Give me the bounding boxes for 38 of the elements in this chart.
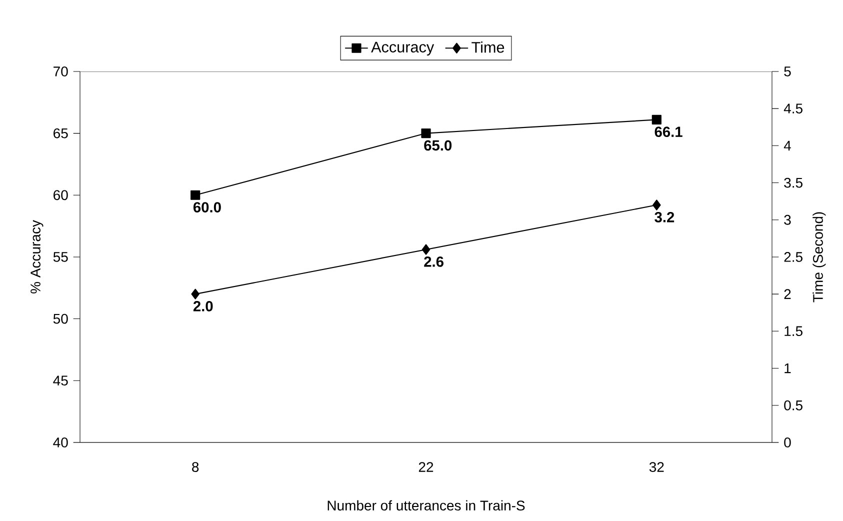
y2-tick-label: 1 <box>784 363 791 374</box>
y2-tick-label: 4.5 <box>784 104 802 114</box>
point <box>421 128 431 138</box>
x-tick-label: 22 <box>418 462 434 472</box>
y2-axis-title: Time (Second) <box>812 212 826 302</box>
y2-tick-label: 3.5 <box>784 178 802 188</box>
y-tick-label: 40 <box>53 438 68 448</box>
legend-label: Time <box>472 42 504 53</box>
x-tick-label: 8 <box>192 462 199 472</box>
x-axis-title: Number of utterances in Train-S <box>328 500 525 511</box>
y2-tick-label: 5 <box>784 66 791 76</box>
y-tick-label: 55 <box>53 252 68 262</box>
point <box>652 200 661 210</box>
y2-tick-label: 2.5 <box>784 252 802 262</box>
y2-tick-label: 0.5 <box>784 400 802 410</box>
point <box>191 288 200 300</box>
point <box>190 190 200 200</box>
y-tick-label: 60 <box>54 190 68 200</box>
x-tick-label: 32 <box>649 462 664 472</box>
y-tick-label: 45 <box>53 376 68 386</box>
point <box>422 244 430 255</box>
y2-tick-label: 1.5 <box>784 326 802 336</box>
point <box>652 114 662 124</box>
y2-tick-label: 3 <box>784 214 791 225</box>
data-label: 66.1 <box>654 126 682 138</box>
data-label: 2.0 <box>193 301 213 312</box>
data-label: 3.2 <box>654 212 674 222</box>
y-tick-label: 50 <box>53 314 68 324</box>
y2-tick-label: 0 <box>784 438 791 448</box>
legend-label: Accuracy <box>371 42 434 56</box>
y2-tick-label: 2 <box>784 289 791 299</box>
data-label: 65.0 <box>424 140 452 151</box>
data-label: 2.6 <box>424 256 444 267</box>
y2-tick-label: 4 <box>784 140 791 150</box>
data-label: 60.0 <box>193 202 221 212</box>
y-axis-title: % Accuracy <box>30 220 44 294</box>
y-tick-label: 65 <box>54 128 68 138</box>
y-tick-label: 70 <box>54 66 68 76</box>
